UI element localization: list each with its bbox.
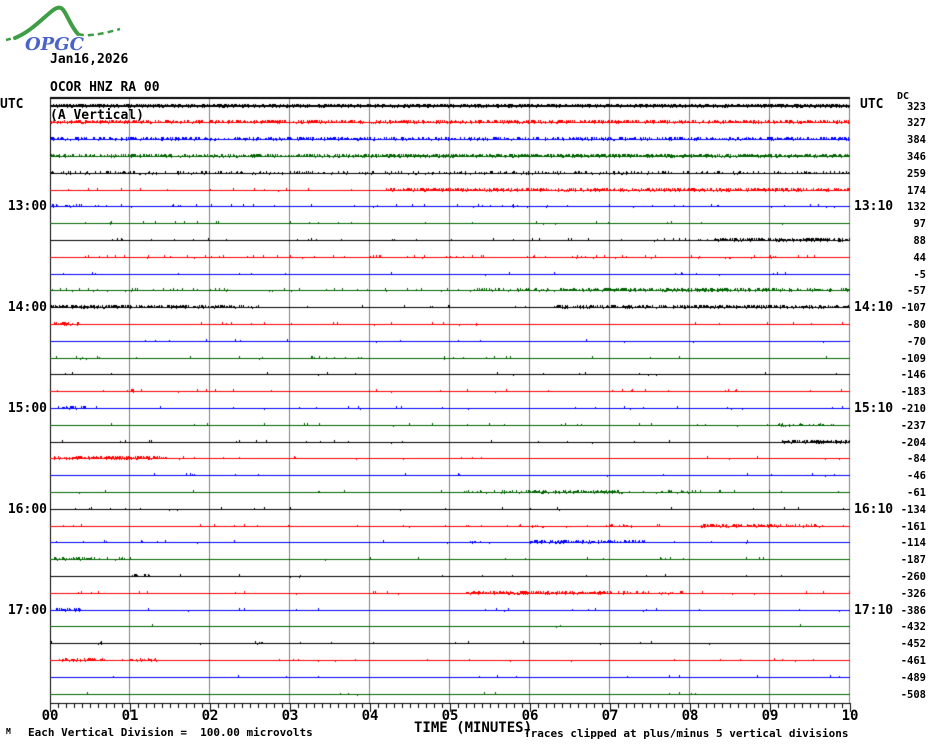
dc-value: -489 [900,671,926,684]
x-tick-label: 10 [841,708,859,724]
x-tick-label: 06 [521,708,539,724]
right-time-label: 15:10 [854,401,894,416]
dc-value: -114 [900,537,926,550]
dc-value: -84 [907,453,926,466]
dc-value: -5 [913,268,926,281]
x-tick-label: 08 [681,708,699,724]
dc-value: -210 [900,403,926,415]
header-station: OCOR HNZ RA 00 [50,80,160,95]
dc-value: -187 [900,554,926,567]
dc-value: -107 [900,302,926,315]
right-time-label: 14:10 [854,300,894,316]
right-time-label: 16:10 [854,501,894,517]
dc-value: 88 [913,234,926,247]
dc-value: -432 [900,621,926,634]
clip-note: Traces clipped at plus/minus 5 vertical … [524,727,849,740]
dc-value: -386 [900,604,926,617]
dc-value: 259 [907,167,926,180]
dc-value: 174 [907,184,926,197]
header-block: Jan16,2026 OCOR HNZ RA 00 (A Vertical) [50,53,160,123]
x-tick-label: 00 [41,708,59,724]
dc-value: 346 [907,150,926,163]
dc-value: 327 [907,117,926,130]
dc-value: -161 [900,520,926,533]
x-tick-label: 04 [361,708,379,724]
dc-value: -326 [900,587,926,600]
dc-value: 384 [907,134,926,147]
opgc-logo: OPGC [5,5,121,55]
dc-value: -146 [900,369,926,382]
dc-value: -80 [907,318,926,331]
utc-axis-title-left: UTC [0,97,24,112]
logo-dash-right [77,27,121,37]
left-time-label: 14:00 [7,300,47,316]
dc-value: -508 [900,688,926,701]
dc-value: -204 [900,436,926,449]
dc-value: -109 [900,352,926,365]
dc-value: -70 [907,335,926,348]
dc-value: 97 [913,218,926,231]
header-date: Jan16,2026 [50,52,129,67]
dc-value: -46 [907,470,926,483]
dc-value: 44 [913,251,926,264]
header-component: (A Vertical) [50,108,144,123]
x-tick-label: 09 [761,708,779,724]
dc-value: -237 [900,419,926,432]
dc-value: -134 [900,503,926,516]
x-tick-label: 01 [121,708,139,724]
right-time-label: 13:10 [854,199,894,215]
left-time-label: 16:00 [7,501,47,517]
x-tick-label: 05 [441,708,459,724]
logo-curve [13,5,80,40]
left-time-label: 13:00 [7,199,47,215]
x-tick-label: 02 [201,708,219,724]
dc-value: -260 [900,571,926,584]
dc-value: 132 [907,201,926,214]
dc-value: -452 [900,638,926,651]
scale-note: Each Vertical Division = 100.00 microvol… [28,726,313,739]
left-time-label: 15:00 [7,401,47,416]
x-tick-label: 07 [601,708,619,724]
dc-column-title: DC [897,91,910,102]
corner-mark: M [6,727,11,736]
logo-text: OPGC [25,34,85,55]
utc-axis-title-right: UTC [860,97,884,112]
left-time-label: 17:00 [7,602,47,618]
dc-value: -61 [907,487,926,500]
x-tick-label: 03 [281,708,299,724]
right-time-label: 17:10 [854,602,894,618]
dc-value: -183 [900,386,926,399]
dc-value: 323 [907,100,926,113]
dc-value: -57 [907,285,926,298]
dc-value: -461 [900,655,926,668]
x-axis-title: TIME (MINUTES) [414,720,533,736]
